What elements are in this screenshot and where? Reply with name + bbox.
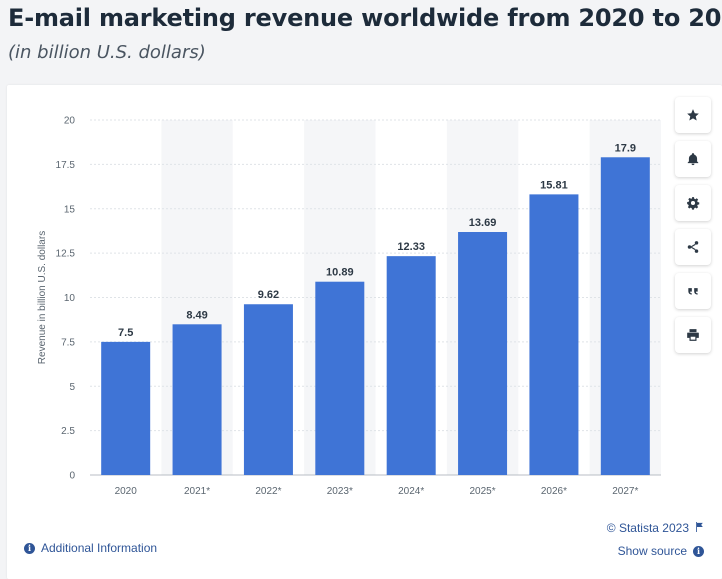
favorite-button[interactable] [675,97,711,133]
gear-icon [687,197,700,210]
source-info-icon: i [693,545,704,557]
x-tick-label: 2020 [115,486,138,497]
value-label: 13.69 [469,217,497,229]
print-button[interactable] [675,317,711,353]
y-tick-label: 2.5 [61,426,75,437]
bar [386,256,436,475]
quote-icon [688,288,698,295]
value-label: 12.33 [397,241,425,253]
bell-icon [687,153,699,166]
copyright-text: © Statista 2023 [606,521,689,535]
star-icon [687,109,699,121]
bar [101,341,151,475]
bars [101,157,650,475]
x-tick-label: 2023* [327,486,353,497]
y-axis-ticks: 0 2.5 5 7.5 10 12.5 15 17.5 20 [56,116,76,482]
share-icon [687,241,699,253]
bar [243,304,293,475]
bar [315,281,365,475]
value-label: 10.89 [326,267,354,279]
print-icon [687,329,699,341]
bar [172,324,222,475]
x-tick-label: 2024* [398,486,424,497]
copyright: © Statista 2023 [607,521,704,535]
bar [600,157,650,475]
cite-button[interactable] [675,273,711,309]
x-axis-ticks: 2020 2021* 2022* 2023* 2024* 2025* 2026* 2027* [115,486,639,497]
x-tick-label: 2025* [469,486,495,497]
additional-information-label: Additional Information [41,541,158,555]
y-tick-label: 10 [64,293,76,304]
x-tick-label: 2026* [541,486,567,497]
x-tick-label: 2022* [255,486,281,497]
notification-button[interactable] [675,141,711,177]
x-tick-label: 2021* [184,486,210,497]
footer-source: © Statista 2023 Show source i [607,521,704,558]
chart-toolbar [675,97,711,353]
value-label: 9.62 [258,289,279,301]
additional-information-link[interactable]: i Additional Information [24,541,157,555]
page-subtitle: (in billion U.S. dollars) [8,42,206,63]
bar-chart: 0 2.5 5 7.5 10 12.5 15 17.5 20 7.5 8.49 9.62 10.89 1… [37,116,661,497]
y-tick-label: 7.5 [61,337,75,348]
y-tick-label: 20 [64,116,76,127]
show-source-link[interactable]: Show source i [607,544,704,558]
y-tick-label: 12.5 [56,249,76,260]
settings-button[interactable] [675,185,711,221]
value-label: 17.9 [615,142,636,154]
y-tick-label: 17.5 [56,160,76,171]
page-title: E-mail marketing revenue worldwide from … [8,4,722,32]
value-label: 7.5 [118,327,133,339]
bar [458,232,508,475]
bar [529,194,579,475]
y-axis-label: Revenue in billion U.S. dollars [37,231,48,364]
y-tick-label: 15 [64,204,76,215]
value-label: 15.81 [540,179,568,191]
share-button[interactable] [675,229,711,265]
y-tick-label: 0 [69,471,75,482]
show-source-label: Show source [617,544,687,558]
value-label: 8.49 [186,309,207,321]
chart-card: 0 2.5 5 7.5 10 12.5 15 17.5 20 7.5 8.49 9.62 10.89 1… [7,85,722,579]
value-labels: 7.5 8.49 9.62 10.89 12.33 13.69 15.81 17.9 [118,142,636,339]
flag-icon[interactable] [695,521,704,535]
info-icon: i [24,542,35,554]
x-tick-label: 2027* [612,486,638,497]
y-tick-label: 5 [69,382,75,393]
